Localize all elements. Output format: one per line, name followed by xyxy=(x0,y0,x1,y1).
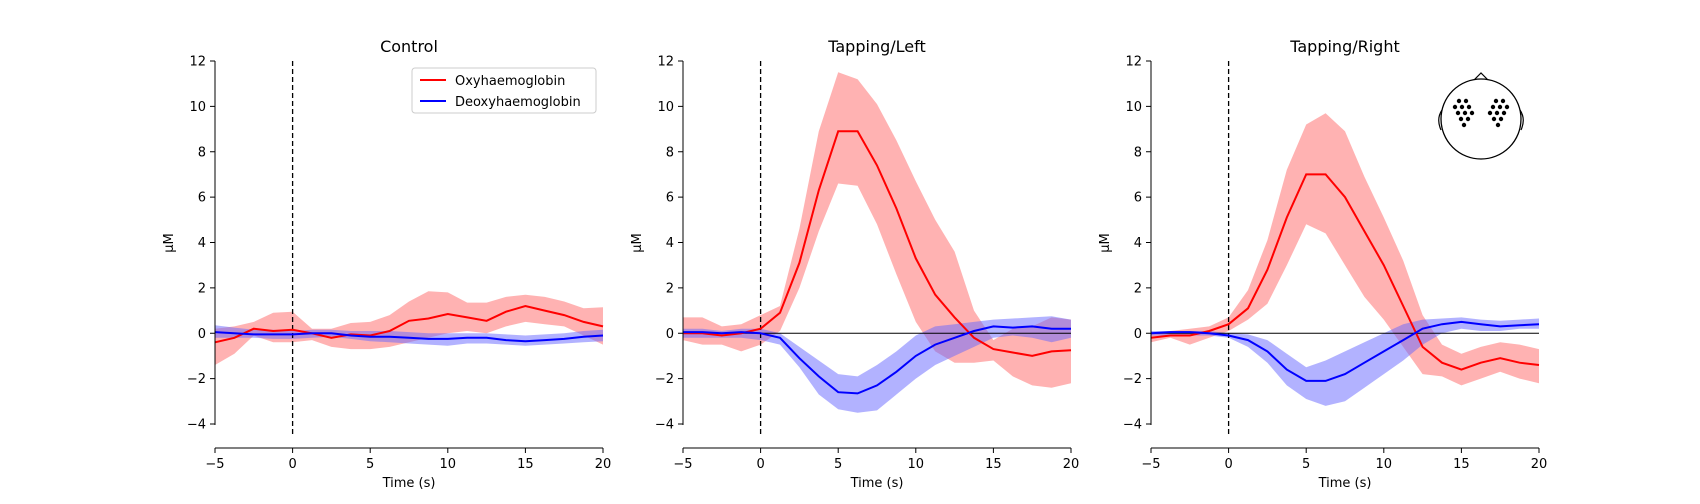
x-tick-label: 5 xyxy=(366,457,374,472)
panel-title: Tapping/Right xyxy=(1289,37,1400,56)
y-axis-label: µM xyxy=(162,233,177,253)
sensor-dot xyxy=(1487,110,1493,116)
sensor-dot xyxy=(1494,110,1500,116)
sensor-dot xyxy=(1490,104,1496,110)
sensor-dot xyxy=(1458,116,1464,122)
sensor-dot xyxy=(1500,98,1506,104)
y-axis-label: µM xyxy=(630,233,645,253)
x-tick-label: −5 xyxy=(1141,457,1160,472)
y-tick-label: 4 xyxy=(1134,236,1142,251)
y-tick-label: 8 xyxy=(666,145,674,160)
sensor-dot xyxy=(1459,104,1465,110)
panel-title: Tapping/Left xyxy=(827,37,925,56)
y-tick-label: −2 xyxy=(1123,372,1142,387)
sensor-dot xyxy=(1491,116,1497,122)
sensor-dot xyxy=(1455,110,1461,116)
series-line-deoxy xyxy=(683,325,1071,395)
panel-3: Tapping/Right −4 −2 0 2 4 6 8 10 12 µM −5 0 5 10 15 20 Ti… xyxy=(1098,37,1547,491)
x-tick-label: 20 xyxy=(1531,457,1548,472)
y-tick-label: 2 xyxy=(1134,281,1142,296)
y-tick-label: 4 xyxy=(666,236,674,251)
y-tick-label: 6 xyxy=(666,191,674,206)
panel-2: Tapping/Left −4 −2 0 2 4 6 8 10 12 µM −5 0 5 10 15 20 Tim… xyxy=(630,37,1079,491)
y-tick-label: 8 xyxy=(1134,145,1142,160)
sensor-dot xyxy=(1501,110,1507,116)
y-tick-label: −2 xyxy=(655,372,674,387)
sensor-dot xyxy=(1493,98,1499,104)
panel-1: Control −4 −2 0 2 4 6 8 10 12 µM −5 0 5 10 15 20 Time (s)… xyxy=(162,37,611,491)
legend-box xyxy=(411,67,597,114)
sensor-dot xyxy=(1463,98,1469,104)
x-tick-label: 0 xyxy=(1224,457,1232,472)
sensor-dot xyxy=(1495,122,1501,128)
sensor-dot xyxy=(1498,116,1504,122)
series-line-oxy xyxy=(1150,173,1540,371)
head-nose xyxy=(1473,72,1489,81)
x-axis-label: Time (s) xyxy=(1318,476,1372,491)
x-axis-label: Time (s) xyxy=(382,476,436,491)
y-axis-label: µM xyxy=(1098,233,1113,253)
x-tick-label: 5 xyxy=(1302,457,1310,472)
x-tick-label: 15 xyxy=(517,457,534,472)
series-line-deoxy xyxy=(1150,320,1540,382)
ci-band-oxy xyxy=(683,72,1071,388)
y-tick-label: 12 xyxy=(189,55,206,70)
legend: Oxyhaemoglobin Deoxyhaemoglobin xyxy=(411,67,597,114)
y-tick-label: 12 xyxy=(1125,55,1142,70)
sensor-dot xyxy=(1461,122,1467,128)
y-tick-label: −4 xyxy=(1123,418,1142,433)
x-tick-label: −5 xyxy=(673,457,692,472)
sensor-dot xyxy=(1456,98,1462,104)
y-tick-label: 12 xyxy=(657,55,674,70)
y-tick-label: 6 xyxy=(1134,191,1142,206)
y-tick-label: 2 xyxy=(666,281,674,296)
y-tick-label: 10 xyxy=(1125,100,1142,115)
y-tick-label: −2 xyxy=(187,372,206,387)
y-tick-label: 0 xyxy=(666,327,674,342)
y-tick-label: 6 xyxy=(198,191,206,206)
x-tick-label: −5 xyxy=(205,457,224,472)
x-tick-label: 0 xyxy=(756,457,764,472)
x-tick-label: 5 xyxy=(834,457,842,472)
ci-band-deoxy xyxy=(683,316,1071,413)
legend-label: Oxyhaemoglobin xyxy=(455,74,565,89)
y-tick-label: −4 xyxy=(187,418,206,433)
y-tick-label: 4 xyxy=(198,236,206,251)
x-tick-label: 0 xyxy=(288,457,296,472)
x-tick-label: 10 xyxy=(440,457,457,472)
head-outline xyxy=(1440,78,1522,160)
series-line-deoxy xyxy=(214,331,604,343)
sensor-dot xyxy=(1452,104,1458,110)
sensor-dot xyxy=(1462,110,1468,116)
x-tick-label: 15 xyxy=(1453,457,1470,472)
y-tick-label: 2 xyxy=(198,281,206,296)
x-tick-label: 20 xyxy=(595,457,612,472)
sensor-head-inset xyxy=(1438,72,1524,160)
ci-band-oxy xyxy=(215,291,603,365)
x-tick-label: 20 xyxy=(1063,457,1080,472)
y-tick-label: 10 xyxy=(189,100,206,115)
sensor-dot xyxy=(1466,104,1472,110)
x-axis-label: Time (s) xyxy=(850,476,904,491)
sensor-dot xyxy=(1497,104,1503,110)
sensor-dot xyxy=(1465,116,1471,122)
sensor-dot xyxy=(1504,104,1510,110)
x-tick-label: 10 xyxy=(908,457,925,472)
series-line-oxy xyxy=(214,304,604,344)
ci-band-oxy xyxy=(1151,113,1539,386)
y-tick-label: −4 xyxy=(655,418,674,433)
panel-title: Control xyxy=(380,37,438,56)
sensor-dot xyxy=(1469,110,1475,116)
y-tick-label: 0 xyxy=(198,327,206,342)
x-tick-label: 10 xyxy=(1376,457,1393,472)
y-tick-label: 10 xyxy=(657,100,674,115)
legend-label: Deoxyhaemoglobin xyxy=(455,95,581,110)
y-tick-label: 0 xyxy=(1134,327,1142,342)
x-tick-label: 15 xyxy=(985,457,1002,472)
y-tick-label: 8 xyxy=(198,145,206,160)
